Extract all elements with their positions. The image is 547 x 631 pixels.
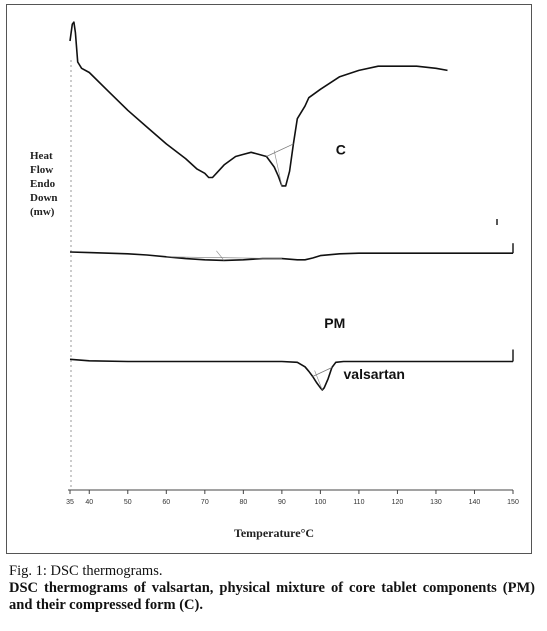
label-pm: PM — [324, 315, 345, 331]
tangent-c — [273, 150, 283, 186]
x-axis-label: Temperature°C — [234, 526, 314, 540]
x-tick-label-60: 60 — [162, 499, 170, 506]
thermogram-curves — [69, 21, 513, 391]
x-tick-label-130: 130 — [430, 499, 442, 506]
x-ticks: 35 40 50 60 70 80 90 100 110 120 130 140 150 — [66, 490, 519, 506]
x-tick-label-50: 50 — [124, 499, 132, 506]
x-tick-label-140: 140 — [469, 499, 481, 506]
tangent-valsartan — [314, 370, 323, 391]
curve-c — [69, 21, 448, 187]
x-tick-label-70: 70 — [201, 499, 209, 506]
label-valsartan: valsartan — [344, 366, 405, 382]
x-tick-label-35: 35 — [66, 499, 74, 506]
y-label-line-1: Flow — [30, 164, 54, 176]
x-tick-label-80: 80 — [239, 499, 247, 506]
figure-caption: Fig. 1: DSC thermograms. DSC thermograms… — [9, 563, 535, 614]
x-tick-label-100: 100 — [315, 499, 327, 506]
y-label-line-3: Down — [30, 192, 58, 204]
dsc-chart: 35 40 50 60 70 80 90 100 110 120 130 140 150 C PM vals… — [66, 21, 519, 540]
x-tick-label-90: 90 — [278, 499, 286, 506]
x-tick-label-120: 120 — [392, 499, 404, 506]
baseline-valsartan — [312, 367, 333, 377]
baseline-c — [266, 143, 294, 157]
x-tick-label-150: 150 — [507, 499, 519, 506]
curve-labels: C PM valsartan — [324, 141, 405, 382]
caption-title: Fig. 1: DSC thermograms. — [9, 563, 163, 579]
onset-tangent-lines — [166, 143, 514, 391]
y-label-line-2: Endo — [30, 178, 56, 190]
label-c: C — [336, 141, 346, 157]
caption-body: DSC thermograms of valsartan, physical m… — [9, 580, 535, 613]
curve-pm — [69, 251, 513, 262]
curve-valsartan — [69, 358, 513, 391]
y-label-line-4: (mw) — [30, 206, 55, 218]
y-label-line-0: Heat — [30, 150, 53, 162]
x-tick-label-110: 110 — [353, 499, 364, 506]
tangent-pm — [216, 250, 225, 261]
figure-frame — [6, 4, 532, 554]
baseline-pm — [166, 256, 282, 259]
x-tick-label-40: 40 — [85, 499, 93, 506]
